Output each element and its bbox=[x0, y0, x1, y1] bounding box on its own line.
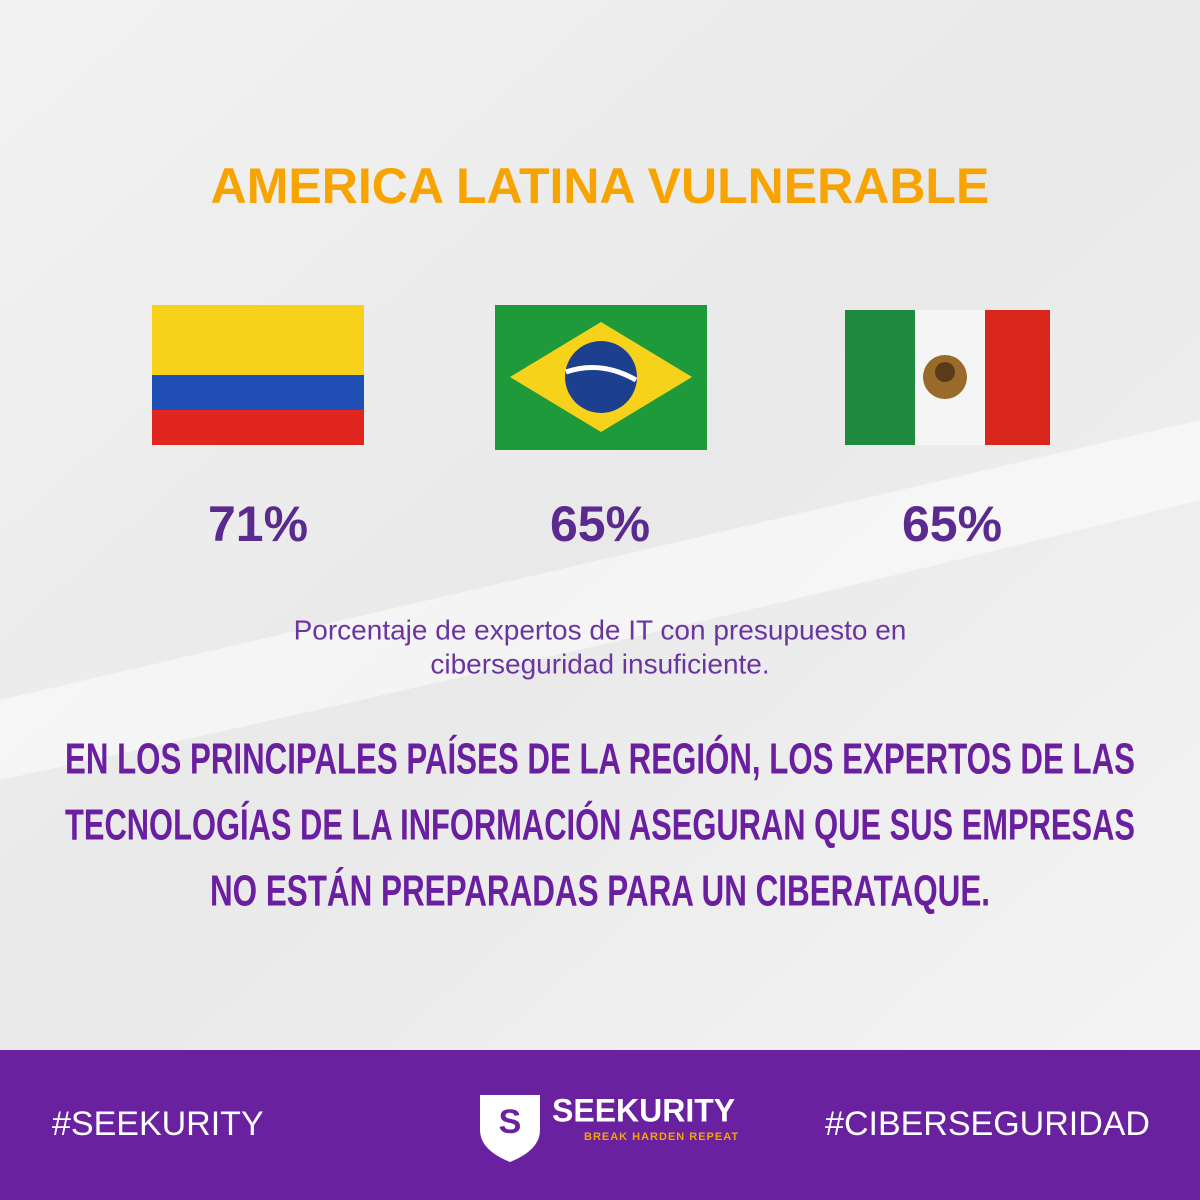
footer-band bbox=[0, 1050, 1200, 1200]
caption-line: Porcentaje de expertos de IT con presupu… bbox=[294, 614, 907, 645]
statement-line: NO ESTÁN PREPARADAS PARA UN CIBERATAQUE. bbox=[210, 866, 990, 916]
stat-value: 65% bbox=[902, 496, 1002, 552]
caption-line: ciberseguridad insuficiente. bbox=[430, 648, 769, 679]
brand-tagline: BREAK HARDEN REPEAT bbox=[584, 1131, 739, 1143]
stat-value: 71% bbox=[208, 496, 308, 552]
footer-hashtag: #SEEKURITY bbox=[52, 1105, 264, 1143]
footer-hashtag: #CIBERSEGURIDAD bbox=[825, 1105, 1150, 1143]
background-sweep bbox=[0, 420, 1200, 780]
flag-colombia bbox=[152, 305, 364, 445]
stat-value: 65% bbox=[550, 496, 650, 552]
statement: EN LOS PRINCIPALES PAÍSES DE LA REGIÓN, … bbox=[65, 734, 1135, 916]
title: AMERICA LATINA VULNERABLE bbox=[211, 158, 990, 214]
brand-name: SEEKURITY bbox=[552, 1092, 735, 1128]
statement-line: EN LOS PRINCIPALES PAÍSES DE LA REGIÓN, … bbox=[65, 734, 1135, 784]
flag-mexico bbox=[845, 310, 1050, 445]
stats: 71% 65% 65% bbox=[208, 496, 1002, 552]
statement-line: TECNOLOGÍAS DE LA INFORMACIÓN ASEGURAN Q… bbox=[65, 800, 1135, 850]
flag-brazil bbox=[495, 305, 707, 450]
logo: S SEEKURITY BREAK HARDEN REPEAT bbox=[480, 1092, 739, 1162]
logo-letter: S bbox=[499, 1103, 522, 1141]
caption: Porcentaje de expertos de IT con presupu… bbox=[294, 614, 907, 679]
